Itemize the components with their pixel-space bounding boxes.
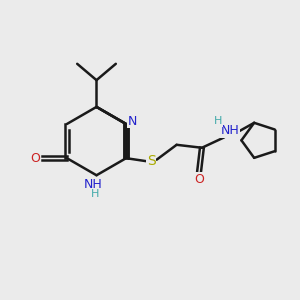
Text: NH: NH bbox=[84, 178, 103, 191]
Text: O: O bbox=[194, 173, 204, 186]
Text: N: N bbox=[128, 115, 137, 128]
Text: H: H bbox=[214, 116, 222, 126]
Text: NH: NH bbox=[221, 124, 239, 137]
Text: S: S bbox=[147, 154, 156, 168]
Text: O: O bbox=[30, 152, 40, 165]
Text: H: H bbox=[91, 189, 99, 199]
